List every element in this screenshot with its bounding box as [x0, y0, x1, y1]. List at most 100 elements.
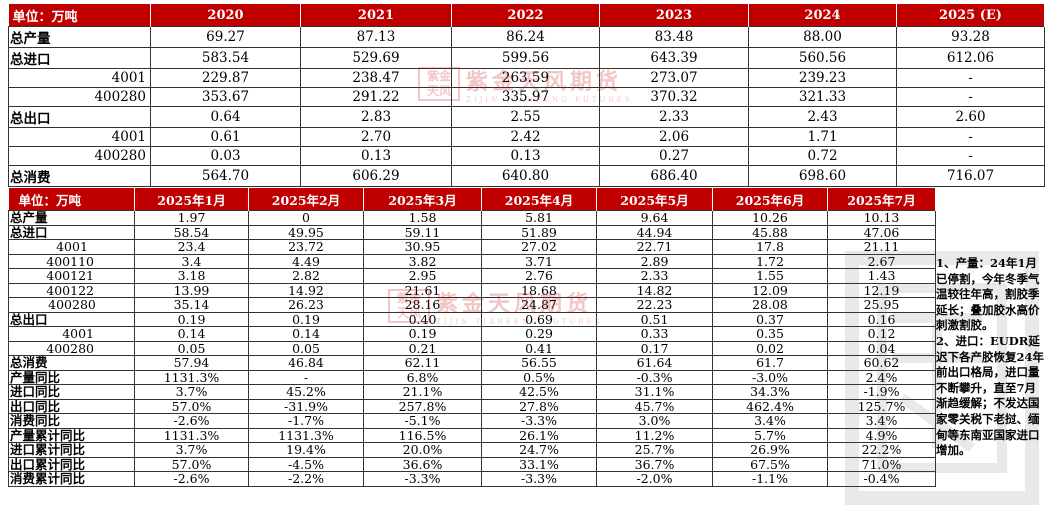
table-cell: -2.0% — [596, 471, 713, 487]
table-row: 消费同比 -2.6% -1.7% -5.1% -3.3% 3.0% 3.4% 3.4% — [8, 413, 936, 429]
table-cell: 273.07 — [599, 67, 749, 89]
table-cell: 116.5% — [363, 427, 482, 443]
table-cell: 59.11 — [363, 224, 482, 240]
table-cell: 28.08 — [712, 297, 828, 313]
table-cell: 22.23 — [596, 297, 713, 313]
table-row: 总消费 564.70 606.29 640.80 686.40 698.60 716.07 — [8, 165, 1045, 188]
table-cell: 27.8% — [481, 398, 597, 414]
table-row: 400121 3.18 2.82 2.95 2.76 2.33 1.55 1.43 — [8, 268, 936, 284]
table-cell: 86.24 — [451, 26, 600, 48]
table-cell: -2.6% — [134, 471, 249, 487]
table-cell: 34.3% — [712, 384, 828, 400]
row-label: 总出口 — [8, 311, 135, 327]
table-cell: 46.84 — [248, 355, 364, 371]
table-cell: 0.72 — [748, 146, 897, 167]
table-cell: 321.33 — [748, 87, 897, 108]
row-label: 总消费 — [8, 165, 151, 188]
table-cell: 0 — [248, 210, 364, 226]
table-cell: -3.0% — [712, 369, 828, 385]
table-cell: 0.13 — [451, 146, 600, 167]
table-cell: 57.0% — [134, 398, 249, 414]
table-cell: 3.4% — [827, 413, 936, 429]
note-paragraph-production: 1、产量：24年1月已停割，今年冬季气温较往年高，割胶季延长；叠加胶水高价刺激割… — [936, 256, 1040, 333]
table-cell: 25.95 — [827, 297, 936, 313]
table-row: 总产量 69.27 87.13 86.24 83.48 88.00 93.28 — [8, 26, 1045, 48]
table-cell: 5.7% — [712, 427, 828, 443]
table-cell: 3.7% — [134, 442, 249, 458]
table-cell: 0.40 — [363, 311, 482, 327]
table-cell: 1131.3% — [248, 427, 364, 443]
table-cell: 238.47 — [300, 67, 452, 89]
monthly-balance-table: 单位：万吨 2025年1月 2025年2月 2025年3月 2025年4月 2025年5… — [8, 188, 936, 487]
table-cell: 686.40 — [599, 165, 749, 188]
table-row: 总进口 583.54 529.69 599.56 643.39 560.56 612.06 — [8, 47, 1045, 69]
table-cell: 353.67 — [150, 87, 301, 108]
table-cell: 69.27 — [150, 26, 301, 48]
table-cell: 71.0% — [827, 456, 936, 472]
row-label: 总消费 — [8, 355, 135, 371]
unit-label: 单位：万吨 — [8, 188, 135, 211]
table-cell: -2.2% — [248, 471, 364, 487]
table-cell: 61.7 — [712, 355, 828, 371]
table-cell: 0.19 — [134, 311, 249, 327]
table-cell: 263.59 — [451, 67, 600, 89]
table-row: 总出口 0.64 2.83 2.55 2.33 2.43 2.60 — [8, 106, 1045, 129]
table-cell: 257.8% — [363, 398, 482, 414]
year-header: 2020 — [150, 4, 301, 27]
table-cell: 56.55 — [481, 355, 597, 371]
row-label: 4001 — [8, 127, 151, 148]
table-cell: - — [896, 87, 1045, 108]
table-cell: 0.13 — [300, 146, 452, 167]
table-row: 4001 23.4 23.72 30.95 27.02 22.71 17.8 21.11 — [8, 239, 936, 255]
table-cell: 0.33 — [596, 326, 713, 342]
table-cell: 0.19 — [248, 311, 364, 327]
table-row: 出口累计同比 57.0% -4.5% 36.6% 33.1% 36.7% 67.5% 71.0… — [8, 456, 936, 472]
table-cell: 612.06 — [896, 47, 1045, 69]
table-cell: -1.1% — [712, 471, 828, 487]
table-cell: 21.61 — [363, 282, 482, 298]
table-cell: 14.82 — [596, 282, 713, 298]
table-cell: 22.71 — [596, 239, 713, 255]
table-cell: 462.4% — [712, 398, 828, 414]
table-cell: 4.49 — [248, 253, 364, 269]
table-cell: 2.55 — [451, 106, 600, 129]
table-cell: 13.99 — [134, 282, 249, 298]
table-cell: 698.60 — [748, 165, 897, 188]
table-row: 4001 0.61 2.70 2.42 2.06 1.71- — [8, 127, 1045, 148]
table-row: 出口同比 57.0% -31.9% 257.8% 27.8% 45.7% 462.4% 125… — [8, 398, 936, 414]
table-cell: 0.21 — [363, 340, 482, 356]
table-cell: 3.4 — [134, 253, 249, 269]
table-cell: 606.29 — [300, 165, 452, 188]
row-label: 400280 — [8, 146, 151, 167]
table-cell: 31.1% — [596, 384, 713, 400]
row-label: 消费累计同比 — [8, 471, 135, 487]
table-cell: 45.2% — [248, 384, 364, 400]
table-row: 400280 0.03 0.13 0.13 0.27 0.72- — [8, 146, 1045, 167]
table-cell: - — [896, 127, 1045, 148]
analysis-note: 1、产量：24年1月已停割，今年冬季气温较往年高，割胶季延长；叠加胶水高价刺激割… — [936, 256, 1046, 459]
month-header: 2025年1月 — [134, 188, 249, 211]
table-row: 400280 35.14 26.23 28.16 24.87 22.23 28.08 25.9… — [8, 297, 936, 313]
table-cell: 0.61 — [150, 127, 301, 148]
row-label: 400280 — [8, 297, 135, 313]
table-cell: 716.07 — [896, 165, 1045, 188]
row-label: 总进口 — [8, 224, 135, 240]
table-row: 产量同比 1131.3% -6.8% 0.5% -0.3% -3.0% 2.4% — [8, 369, 936, 385]
table-cell: 17.8 — [712, 239, 828, 255]
table-cell: 1.55 — [712, 268, 828, 284]
row-label: 4001 — [8, 326, 135, 342]
table-cell: 67.5% — [712, 456, 828, 472]
table-cell: -3.3% — [363, 471, 482, 487]
table-cell: 19.4% — [248, 442, 364, 458]
table-cell: 529.69 — [300, 47, 452, 69]
table-cell: 57.94 — [134, 355, 249, 371]
month-header: 2025年5月 — [596, 188, 713, 211]
table-cell: -31.9% — [248, 398, 364, 414]
month-header: 2025年7月 — [827, 188, 936, 211]
table-cell: 10.26 — [712, 210, 828, 226]
table-cell: 0.05 — [134, 340, 249, 356]
table-cell: 239.23 — [748, 67, 897, 89]
table-cell: 583.54 — [150, 47, 301, 69]
table-cell: 640.80 — [451, 165, 600, 188]
month-header: 2025年3月 — [363, 188, 482, 211]
